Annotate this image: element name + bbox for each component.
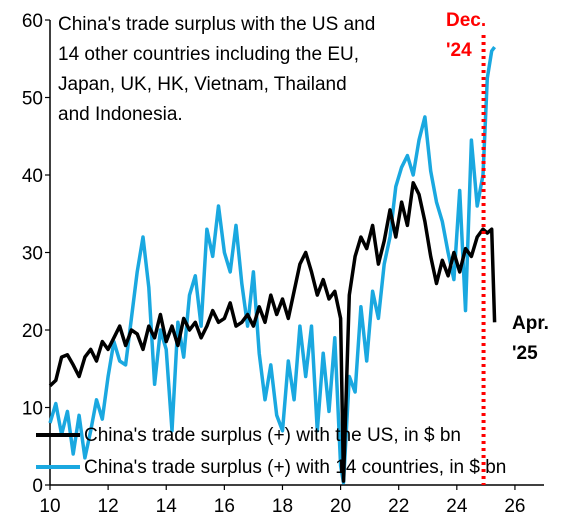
y-tick-label: 10: [22, 399, 43, 420]
x-tick-label: 18: [272, 496, 293, 517]
legend-label-us: China's trade surplus (+) with the US, i…: [84, 425, 461, 446]
x-tick-label: 14: [156, 496, 178, 517]
annotation-line-3: Japan, UK, HK, Vietnam, Thailand: [58, 74, 347, 95]
legend-label-14countries: China's trade surplus (+) with 14 countr…: [84, 457, 506, 478]
x-tick-label: 16: [214, 496, 235, 517]
x-tick-label: 12: [98, 496, 119, 517]
y-tick-label: 40: [22, 166, 43, 187]
apr25-label-line-1: Apr.: [512, 313, 549, 334]
x-axis-ticks: 10 12 14 16 18 20 22 24 26: [39, 485, 526, 517]
x-tick-label: 10: [39, 496, 60, 517]
x-tick-label: 26: [504, 496, 525, 517]
x-tick-label: 20: [330, 496, 351, 517]
series-line-us: [48, 181, 497, 483]
dec24-label-line-1: Dec.: [446, 10, 486, 31]
annotation-line-1: China's trade surplus with the US and: [58, 14, 375, 35]
series-layer: [48, 46, 497, 485]
annotation-line-2: 14 other countries including the EU,: [58, 44, 359, 65]
series-line-14countries: [48, 46, 497, 485]
y-tick-label: 30: [22, 244, 43, 265]
x-tick-label: 24: [446, 496, 468, 517]
y-axis-ticks: 0 10 20 30 40 50 60: [22, 11, 50, 497]
annotation-line-4: and Indonesia.: [58, 104, 183, 125]
legend: China's trade surplus (+) with the US, i…: [36, 425, 506, 478]
dec24-label-line-2: '24: [446, 40, 472, 61]
y-tick-label: 60: [22, 11, 43, 32]
y-tick-label: 50: [22, 89, 43, 110]
x-tick-label: 22: [388, 496, 409, 517]
y-tick-label: 0: [32, 476, 43, 497]
apr25-label-line-2: '25: [512, 343, 538, 364]
y-tick-label: 20: [22, 321, 43, 342]
